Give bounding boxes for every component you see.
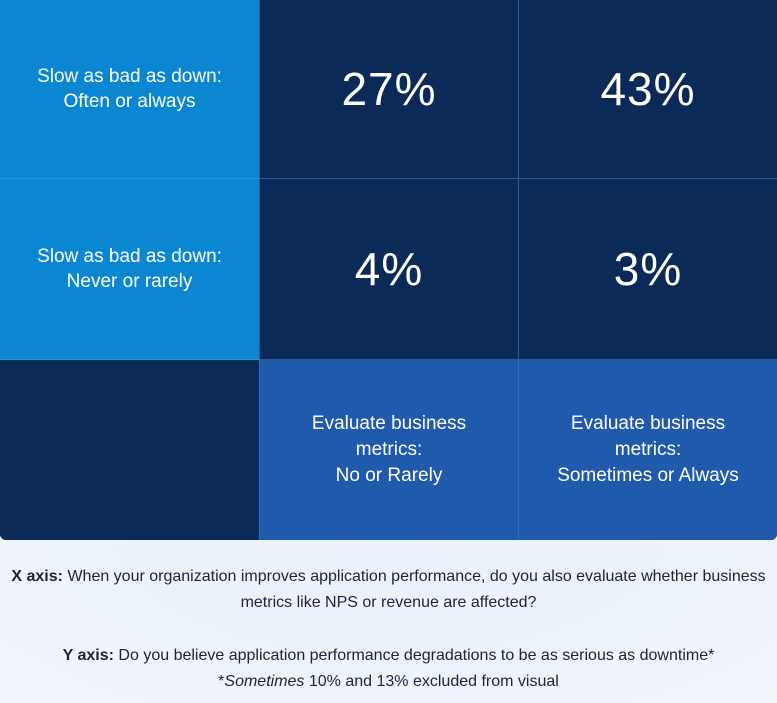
footnote-prefix: * xyxy=(218,673,225,690)
row-label-never: Slow as bad as down: Never or rarely xyxy=(0,179,259,360)
column-label-no: Evaluate business metrics: No or Rarely xyxy=(259,360,518,540)
y-axis-label: Y axis: xyxy=(62,647,114,664)
footnote: *Sometimes 10% and 13% excluded from vis… xyxy=(6,669,771,695)
value-never-sometimes: 3% xyxy=(518,179,777,360)
axis-notes: X axis: When your organization improves … xyxy=(0,540,777,703)
column-label-line: Evaluate business xyxy=(570,413,726,434)
x-axis-text: When your organization improves applicat… xyxy=(67,568,766,611)
value-often-sometimes: 43% xyxy=(518,0,777,179)
x-axis-label: X axis: xyxy=(11,568,63,585)
corner-cell xyxy=(0,360,259,540)
row-label-line: Never or rarely xyxy=(66,271,193,292)
row-label-line: Slow as bad as down: xyxy=(37,246,222,267)
footnote-text: 10% and 13% excluded from visual xyxy=(304,673,559,690)
y-axis-text: Do you believe application performance d… xyxy=(118,647,715,664)
column-label-sometimes: Evaluate business metrics: Sometimes or … xyxy=(518,360,777,540)
value-often-no: 27% xyxy=(259,0,518,179)
column-label-line: No or Rarely xyxy=(335,465,443,486)
row-label-often: Slow as bad as down: Often or always xyxy=(0,0,259,179)
column-label-line: metrics: xyxy=(355,439,423,460)
x-axis-note: X axis: When your organization improves … xyxy=(10,564,767,616)
row-label-line: Often or always xyxy=(63,91,196,112)
matrix-grid: Slow as bad as down: Often or always 27%… xyxy=(0,0,777,540)
column-label-line: Sometimes or Always xyxy=(557,465,739,486)
footnote-italic: Sometimes xyxy=(224,673,305,690)
value-never-no: 4% xyxy=(259,179,518,360)
row-label-line: Slow as bad as down: xyxy=(37,66,222,87)
column-label-line: Evaluate business xyxy=(311,413,467,434)
column-label-line: metrics: xyxy=(614,439,682,460)
y-axis-note: Y axis: Do you believe application perfo… xyxy=(6,643,771,669)
